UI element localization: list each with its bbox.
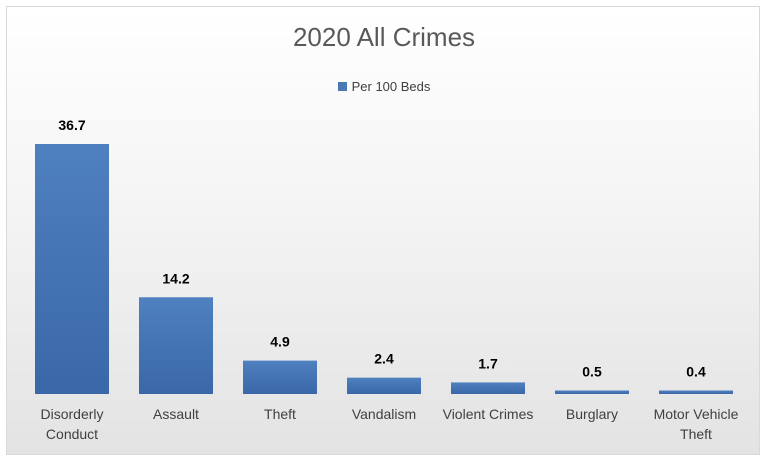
bar: [659, 390, 733, 394]
bar: [35, 144, 109, 394]
bar: [139, 297, 213, 394]
bar: [555, 390, 629, 394]
bar: [451, 382, 525, 394]
data-label: 0.5: [582, 364, 602, 380]
data-label: 2.4: [374, 351, 394, 367]
category-labels: Disorderly Conduct Assault Theft Vandalism Vi…: [40, 406, 738, 442]
category-label: Assault: [153, 406, 199, 422]
category-label: Burglary: [566, 406, 618, 422]
data-label: 0.4: [686, 364, 706, 380]
data-label: 36.7: [58, 117, 85, 133]
chart-title: 2020 All Crimes: [292, 22, 476, 52]
category-label: Violent Crimes: [443, 406, 534, 422]
category-label: Theft: [264, 406, 296, 422]
category-label: Disorderly: [40, 406, 103, 422]
data-label: 14.2: [162, 270, 189, 286]
data-labels: 36.7 14.2 4.9 2.4 1.7 0.5 0.4: [58, 117, 706, 380]
legend-swatch: [337, 82, 347, 91]
category-label: Motor Vehicle: [654, 406, 739, 422]
bar: [347, 377, 421, 394]
data-label: 4.9: [270, 334, 290, 350]
data-label: 1.7: [478, 355, 498, 371]
category-label: Vandalism: [352, 406, 416, 422]
bar: [243, 360, 317, 394]
category-label: Theft: [680, 426, 712, 442]
legend: Per 100 Beds: [0, 79, 768, 94]
bars: [35, 144, 733, 394]
category-label: Conduct: [46, 426, 98, 442]
legend-label: Per 100 Beds: [351, 79, 431, 94]
